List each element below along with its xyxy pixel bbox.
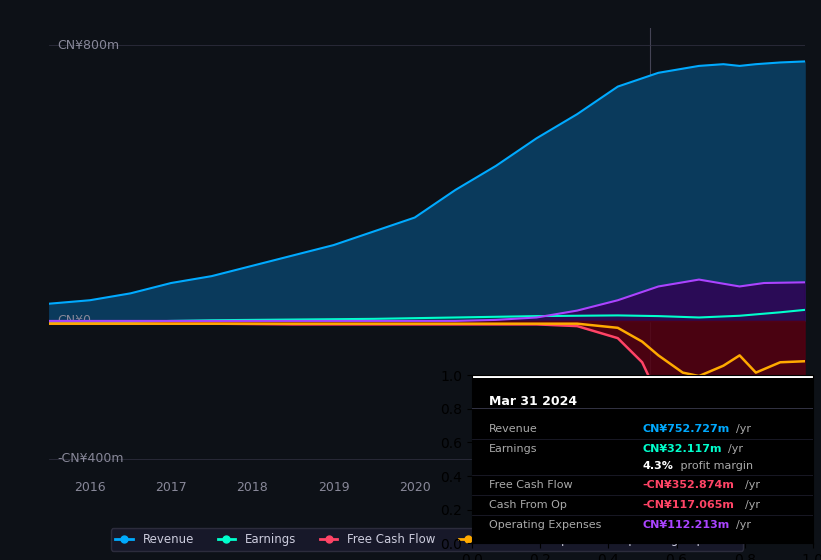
Text: Cash From Op: Cash From Op	[489, 500, 567, 510]
Text: /yr: /yr	[736, 424, 751, 434]
Text: -CN¥352.874m: -CN¥352.874m	[643, 480, 734, 491]
Text: -CN¥117.065m: -CN¥117.065m	[643, 500, 734, 510]
Text: CN¥800m: CN¥800m	[57, 39, 120, 52]
Text: /yr: /yr	[745, 500, 759, 510]
Text: Revenue: Revenue	[489, 424, 538, 434]
Text: Free Cash Flow: Free Cash Flow	[489, 480, 573, 491]
Text: Earnings: Earnings	[489, 444, 538, 454]
Text: CN¥32.117m: CN¥32.117m	[643, 444, 722, 454]
Text: CN¥112.213m: CN¥112.213m	[643, 520, 730, 530]
Text: Mar 31 2024: Mar 31 2024	[489, 394, 577, 408]
Text: -CN¥400m: -CN¥400m	[57, 452, 124, 465]
Text: /yr: /yr	[727, 444, 743, 454]
Text: /yr: /yr	[736, 520, 751, 530]
Legend: Revenue, Earnings, Free Cash Flow, Cash From Op, Operating Expenses: Revenue, Earnings, Free Cash Flow, Cash …	[111, 528, 743, 550]
Text: Operating Expenses: Operating Expenses	[489, 520, 602, 530]
Text: CN¥752.727m: CN¥752.727m	[643, 424, 730, 434]
Text: 4.3%: 4.3%	[643, 460, 673, 470]
Text: CN¥0: CN¥0	[57, 314, 91, 328]
Text: /yr: /yr	[745, 480, 759, 491]
Text: profit margin: profit margin	[677, 460, 753, 470]
